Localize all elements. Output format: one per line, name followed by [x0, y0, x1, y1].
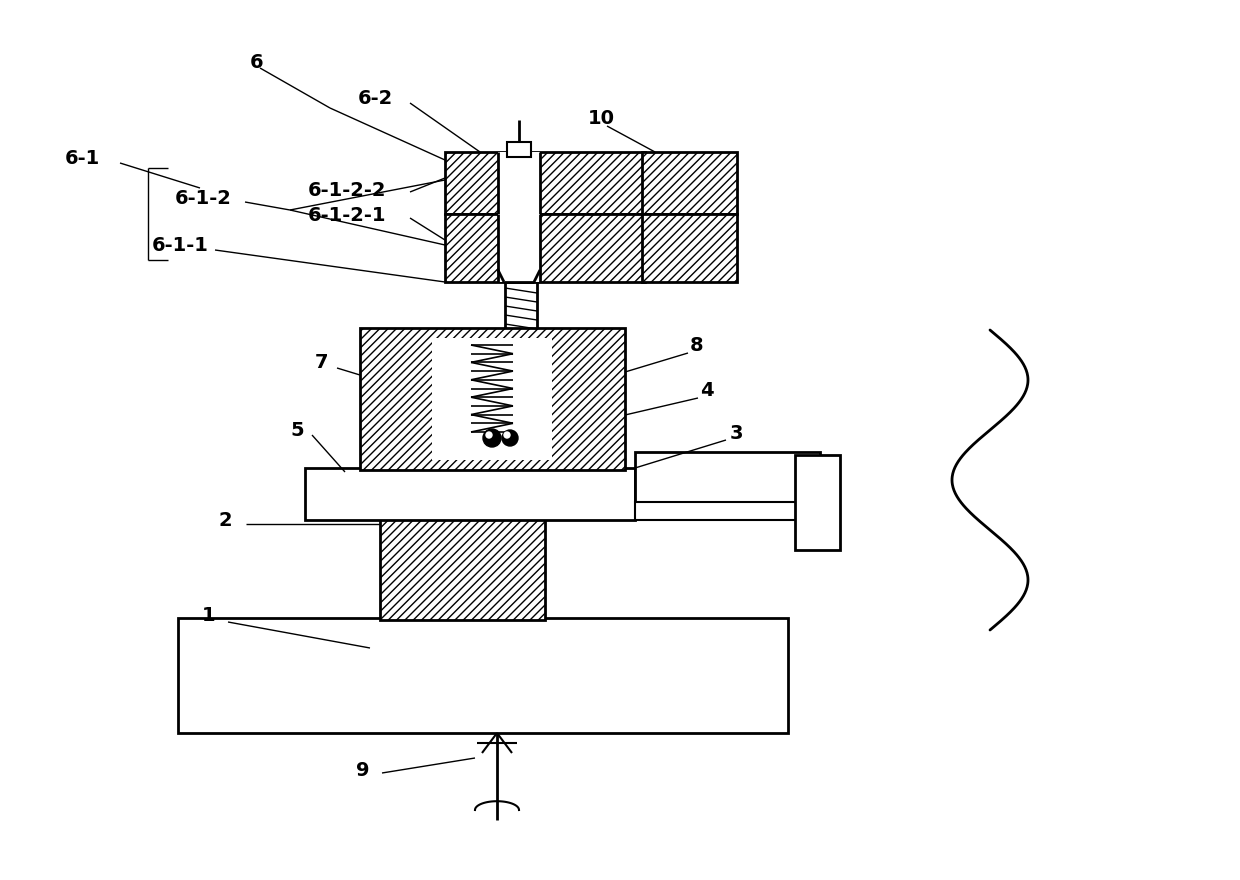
Circle shape: [503, 432, 510, 438]
Text: 3: 3: [730, 423, 744, 443]
Text: 6-1-2-1: 6-1-2-1: [308, 206, 387, 224]
Bar: [432, 338, 552, 460]
Text: 6-1-1: 6-1-1: [153, 236, 208, 254]
Bar: [498, 152, 539, 214]
Text: 6-1-2-2: 6-1-2-2: [308, 180, 387, 200]
Circle shape: [502, 430, 518, 446]
Bar: [445, 152, 645, 214]
Text: 8: 8: [689, 335, 703, 355]
Circle shape: [486, 432, 492, 438]
Bar: [179, 618, 787, 733]
Circle shape: [484, 429, 501, 447]
Bar: [498, 214, 539, 282]
Text: 6-1: 6-1: [64, 149, 100, 167]
Text: 9: 9: [356, 760, 370, 780]
Text: 6-1-2: 6-1-2: [175, 188, 232, 208]
Bar: [642, 214, 737, 282]
Bar: [360, 328, 625, 470]
Text: 6: 6: [250, 53, 264, 71]
Bar: [795, 455, 839, 550]
Bar: [635, 452, 820, 502]
Text: 6-2: 6-2: [358, 89, 393, 107]
Text: 4: 4: [701, 380, 714, 400]
Bar: [305, 468, 635, 520]
Text: 2: 2: [218, 510, 232, 530]
Bar: [642, 152, 737, 214]
Text: 10: 10: [588, 108, 615, 128]
Bar: [379, 490, 546, 620]
Bar: [507, 142, 531, 157]
Text: 5: 5: [290, 421, 304, 439]
Text: 1: 1: [202, 605, 216, 625]
Bar: [445, 214, 645, 282]
Bar: [635, 502, 820, 520]
Text: 7: 7: [315, 353, 329, 371]
